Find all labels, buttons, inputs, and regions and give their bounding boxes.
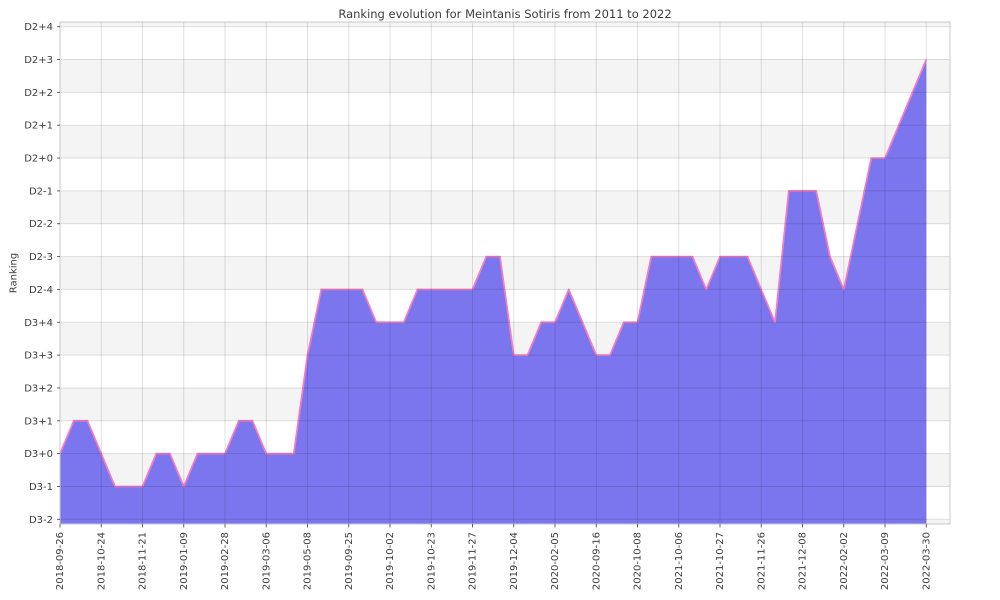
x-tick-label: 2019-12-04 [509,532,520,590]
x-tick-label: 2019-09-25 [344,532,355,590]
x-tick-label: 2019-01-09 [179,532,190,590]
x-tick-label: 2018-10-24 [96,532,107,590]
x-tick-label: 2020-02-05 [550,532,561,590]
band [60,26,950,60]
y-axis-title: Ranking [8,252,20,294]
y-tick-label: D2-1 [29,186,53,197]
x-tick-label: 2021-11-26 [756,532,767,590]
x-tick-label: 2022-03-09 [880,532,891,590]
y-tick-label: D2+1 [24,121,53,132]
plot-border [59,21,951,525]
ranking-line [59,59,928,488]
y-tick-label: D2-3 [29,252,53,263]
chart-title: Ranking evolution for Meintanis Sotiris … [338,7,672,21]
x-tick-label: 2021-12-08 [798,532,809,590]
y-tick-label: D2+4 [24,22,53,33]
y-tick-label: D3+1 [24,416,53,427]
y-tick-label: D2-4 [29,285,53,296]
x-tick-label: 2020-09-16 [591,532,602,590]
y-tick-label: D2+2 [24,88,53,99]
y-tick-label: D2+3 [24,55,53,66]
y-tick-label: D3-1 [29,482,53,493]
x-tick-label: 2019-02-28 [220,532,231,590]
y-tick-label: D3+3 [24,351,53,362]
x-tick-label: 2020-10-08 [633,532,644,590]
x-tick-label: 2019-03-06 [261,532,272,590]
band [60,158,950,191]
y-tick-label: D3-2 [29,515,53,526]
band [60,59,950,93]
x-tick-label: 2019-05-08 [303,532,314,590]
x-tick-label: 2019-11-27 [468,532,479,590]
y-tick-label: D2+0 [24,154,53,165]
x-tick-label: 2018-11-21 [138,532,149,590]
band [60,92,950,126]
x-tick-label: 2019-10-02 [385,532,396,590]
y-tick-label: D3+4 [24,318,53,329]
x-tick-label: 2022-03-30 [921,532,932,590]
area-fill [60,59,927,524]
x-tick-label: 2021-10-27 [715,532,726,590]
y-tick-label: D2-2 [29,219,53,230]
x-tick-label: 2019-10-23 [426,532,437,590]
band [60,125,950,159]
x-tick-label: 2018-09-26 [55,532,66,590]
x-tick-label: 2022-02-02 [839,532,850,590]
y-tick-label: D3+2 [24,383,53,394]
x-tick-label: 2021-10-06 [674,532,685,590]
y-tick-label: D3+0 [24,449,53,460]
band-strip-top [60,22,950,27]
